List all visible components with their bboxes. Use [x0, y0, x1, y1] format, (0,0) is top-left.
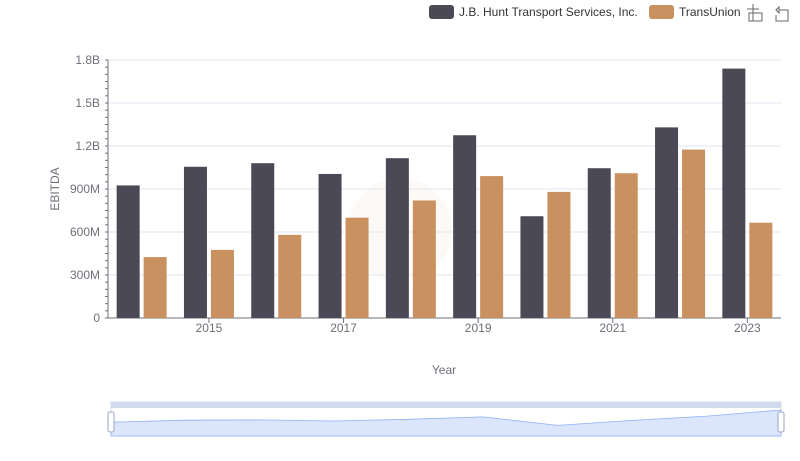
zoom-handle-right[interactable] [777, 411, 785, 433]
bar-transunion-2023[interactable] [749, 222, 773, 318]
bars [116, 68, 773, 318]
bar-jb-hunt-2021[interactable] [587, 168, 611, 318]
y-tick-label: 600M [70, 225, 100, 239]
legend-swatch-transunion [649, 5, 674, 19]
y-axis-title: EBITDA [48, 167, 62, 210]
x-tick-label: 2023 [734, 321, 761, 335]
bar-transunion-2018[interactable] [412, 200, 436, 318]
zoom-top-bar[interactable] [111, 402, 781, 408]
legend-item-jb-hunt[interactable]: J.B. Hunt Transport Services, Inc. [429, 5, 638, 19]
y-tick-label: 1.5B [75, 96, 100, 110]
restore-icon[interactable] [775, 5, 789, 22]
bar-jb-hunt-2017[interactable] [318, 173, 342, 318]
y-tick-label: 300M [70, 268, 100, 282]
y-tick-label: 1.8B [75, 53, 100, 67]
legend-label-transunion: TransUnion [679, 5, 741, 19]
bar-transunion-2015[interactable] [210, 249, 234, 318]
bar-jb-hunt-2014[interactable] [116, 185, 140, 318]
legend-label-jb-hunt: J.B. Hunt Transport Services, Inc. [459, 5, 638, 19]
zoom-icon[interactable] [747, 4, 763, 22]
bar-transunion-2014[interactable] [143, 257, 167, 318]
x-axis-title: Year [432, 363, 456, 377]
grid-lines [108, 59, 781, 319]
legend-item-transunion[interactable]: TransUnion [649, 5, 741, 19]
x-tick-label: 2021 [599, 321, 626, 335]
bar-transunion-2021[interactable] [614, 173, 638, 318]
bar-transunion-2016[interactable] [278, 234, 302, 318]
legend-swatch-jb-hunt [429, 5, 454, 19]
bar-jb-hunt-2020[interactable] [520, 216, 544, 318]
x-tick-label: 2017 [330, 321, 357, 335]
legend[interactable]: J.B. Hunt Transport Services, Inc. Trans… [429, 5, 741, 19]
x-tick-label: 2019 [465, 321, 492, 335]
bar-jb-hunt-2015[interactable] [183, 166, 207, 318]
y-tick-label: 0 [93, 311, 100, 325]
bar-transunion-2020[interactable] [547, 191, 571, 318]
y-axis: 0 300M 600M 900M 1.2B 1.5B 1.8B [70, 53, 109, 325]
bar-jb-hunt-2016[interactable] [251, 163, 275, 318]
bar-transunion-2019[interactable] [480, 176, 504, 318]
zoom-preview-area [110, 409, 782, 437]
bar-jb-hunt-2018[interactable] [385, 158, 409, 318]
y-tick-label: 900M [70, 182, 100, 196]
data-zoom-slider[interactable] [107, 401, 785, 437]
y-tick-label: 1.2B [75, 139, 100, 153]
x-tick-label: 2015 [196, 321, 223, 335]
bar-transunion-2022[interactable] [682, 149, 706, 318]
bar-jb-hunt-2019[interactable] [453, 135, 477, 318]
bar-transunion-2017[interactable] [345, 217, 369, 318]
bar-jb-hunt-2023[interactable] [722, 68, 746, 318]
zoom-handle-left[interactable] [107, 411, 115, 433]
x-axis: 2015 2017 2019 2021 2023 [196, 318, 761, 335]
bar-jb-hunt-2022[interactable] [655, 127, 679, 318]
